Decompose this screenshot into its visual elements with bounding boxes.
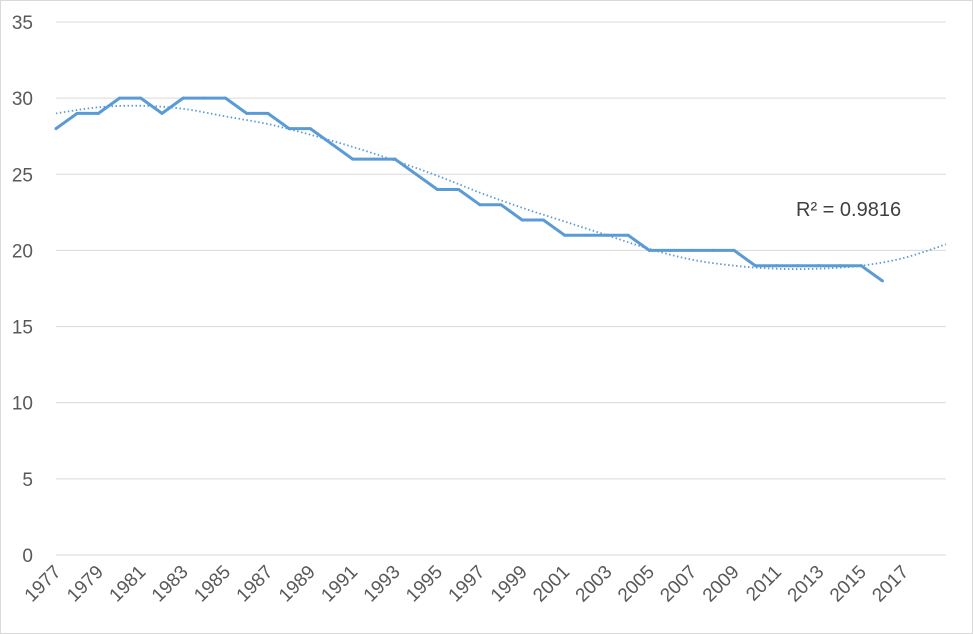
data-point (139, 96, 143, 100)
data-point (838, 264, 842, 268)
data-point (605, 233, 609, 237)
x-tick-label: 2017 (868, 562, 913, 607)
x-tick-label: 1983 (148, 562, 193, 607)
data-point (690, 248, 694, 252)
x-tick-label: 2009 (699, 562, 744, 607)
x-tick-label: 1997 (445, 562, 490, 607)
gridlines (56, 21, 946, 556)
x-tick-label: 1991 (317, 562, 362, 607)
data-point (774, 264, 778, 268)
x-tick-label: 2013 (784, 562, 829, 607)
x-tick-label: 2005 (614, 562, 659, 607)
data-point (372, 157, 376, 161)
y-tick-label: 10 (12, 394, 33, 415)
data-point (266, 111, 270, 115)
x-tick-label: 1985 (190, 562, 235, 607)
series-line (55, 96, 884, 283)
y-tick-label: 20 (12, 241, 33, 262)
data-point (245, 111, 249, 115)
data-point (711, 248, 715, 252)
x-tick-label: 2001 (529, 562, 574, 607)
y-tick-label: 35 (12, 13, 33, 34)
r-squared-annotation: R² = 0.9816 (796, 199, 901, 221)
data-point (817, 264, 821, 268)
trendline (55, 104, 947, 270)
x-tick-label: 1977 (21, 562, 66, 607)
data-point (308, 127, 312, 131)
x-tick-label: 1993 (360, 562, 405, 607)
data-point (457, 188, 461, 192)
data-point (796, 264, 800, 268)
data-point (96, 111, 100, 115)
data-point (287, 127, 291, 131)
data-point (75, 111, 79, 115)
x-tick-label: 1987 (233, 562, 278, 607)
data-point (626, 233, 630, 237)
data-point (54, 127, 58, 131)
data-point (584, 233, 588, 237)
y-axis-tick-labels: 0 5 10 15 20 25 30 35 (12, 13, 33, 567)
data-points (54, 96, 884, 283)
data-point (414, 172, 418, 176)
x-tick-label: 1995 (402, 562, 447, 607)
x-tick-label: 2011 (742, 562, 786, 606)
data-point (520, 218, 524, 222)
data-point (732, 248, 736, 252)
x-tick-label: 2015 (826, 562, 871, 607)
y-tick-label: 30 (12, 89, 33, 110)
data-point (118, 96, 122, 100)
data-point (202, 96, 206, 100)
data-point (181, 96, 185, 100)
data-point (351, 157, 355, 161)
data-point (329, 142, 333, 146)
y-tick-label: 25 (12, 165, 33, 186)
data-point (435, 188, 439, 192)
x-tick-label: 2007 (657, 562, 702, 607)
x-tick-label: 1989 (275, 562, 320, 607)
data-point (541, 218, 545, 222)
data-point (478, 203, 482, 207)
y-tick-label: 0 (22, 546, 33, 567)
x-tick-label: 2003 (572, 562, 617, 607)
data-point (753, 264, 757, 268)
x-tick-label: 1979 (63, 562, 108, 607)
data-point (880, 279, 884, 283)
data-point (160, 111, 164, 115)
data-point (224, 96, 228, 100)
y-tick-label: 5 (22, 470, 33, 491)
x-tick-label: 1981 (106, 562, 151, 607)
data-point (563, 233, 567, 237)
data-point (393, 157, 397, 161)
data-point (647, 248, 651, 252)
y-tick-label: 15 (12, 318, 33, 339)
x-axis-tick-labels: 1977197919811983198519871989199119931995… (21, 562, 913, 607)
data-point (669, 248, 673, 252)
data-point (859, 264, 863, 268)
x-tick-label: 1999 (487, 562, 532, 607)
data-point (499, 203, 503, 207)
